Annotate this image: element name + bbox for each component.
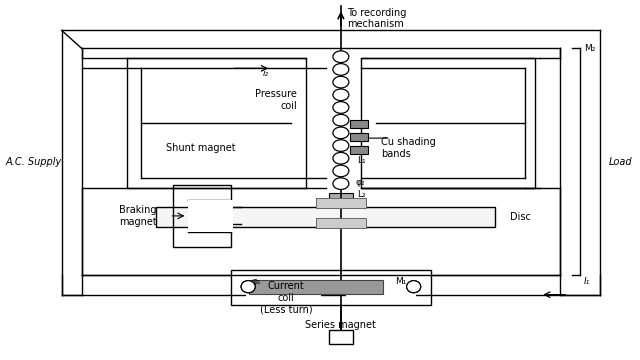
Text: A.C. Supply: A.C. Supply xyxy=(6,157,62,167)
Text: Pressure
coil: Pressure coil xyxy=(255,89,297,111)
Bar xyxy=(173,185,231,247)
Ellipse shape xyxy=(406,281,420,293)
Ellipse shape xyxy=(333,114,349,126)
Bar xyxy=(188,200,233,232)
Text: φ₁: φ₁ xyxy=(252,277,261,286)
Text: Cu shading
bands: Cu shading bands xyxy=(381,137,435,159)
Text: M₁: M₁ xyxy=(396,277,406,286)
Text: Current
coil
(Less turn): Current coil (Less turn) xyxy=(260,281,312,314)
Ellipse shape xyxy=(333,102,349,113)
Text: L₂: L₂ xyxy=(357,190,365,199)
Bar xyxy=(231,270,431,305)
Bar xyxy=(249,280,383,294)
Text: I₁: I₁ xyxy=(584,277,591,286)
Bar xyxy=(350,133,368,141)
Ellipse shape xyxy=(333,152,349,164)
Text: L₁: L₁ xyxy=(357,156,365,165)
Ellipse shape xyxy=(333,178,349,189)
Ellipse shape xyxy=(333,64,349,75)
Ellipse shape xyxy=(333,140,349,152)
Text: Braking
magnet: Braking magnet xyxy=(118,205,156,227)
Bar xyxy=(350,146,368,154)
Bar xyxy=(246,278,321,300)
Bar xyxy=(361,58,535,188)
Text: Load: Load xyxy=(608,157,632,167)
Bar xyxy=(316,198,366,208)
Ellipse shape xyxy=(333,165,349,177)
Ellipse shape xyxy=(333,51,349,63)
Ellipse shape xyxy=(333,89,349,101)
Bar xyxy=(346,278,415,300)
Text: Disc: Disc xyxy=(510,212,531,222)
Text: M₂: M₂ xyxy=(584,44,596,53)
Text: φ₂: φ₂ xyxy=(356,179,365,188)
Bar xyxy=(329,193,353,207)
Text: To recording
mechanism: To recording mechanism xyxy=(347,8,406,29)
Bar xyxy=(329,329,353,343)
Bar xyxy=(350,120,368,128)
Ellipse shape xyxy=(241,281,255,293)
Bar xyxy=(127,58,306,188)
Ellipse shape xyxy=(333,76,349,88)
Bar xyxy=(316,218,366,228)
Ellipse shape xyxy=(406,281,420,293)
Text: Shunt magnet: Shunt magnet xyxy=(166,143,236,153)
Text: i₂: i₂ xyxy=(263,69,269,78)
Text: Series magnet: Series magnet xyxy=(305,320,376,329)
Ellipse shape xyxy=(333,127,349,139)
Ellipse shape xyxy=(241,281,255,293)
Bar xyxy=(156,207,495,227)
Ellipse shape xyxy=(406,281,420,293)
Ellipse shape xyxy=(241,281,255,293)
